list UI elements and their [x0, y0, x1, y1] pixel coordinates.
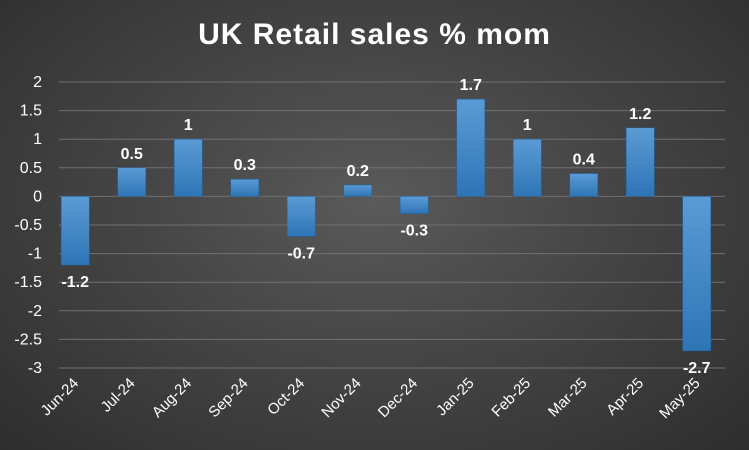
x-tick-label: Jul-24 — [98, 375, 139, 416]
x-axis: Jun-24 Jul-24 Aug-24 Sep-24 Oct-24 Nov-24 Dec-… — [38, 375, 704, 422]
y-axis: 2 1.5 1 0.5 0 -0.5 -1 -1.5 -2 -2.5 -3 — [14, 74, 42, 377]
bar — [230, 178, 260, 197]
y-tick-label: -2 — [28, 303, 42, 320]
x-tick-label: Mar-25 — [545, 375, 591, 421]
x-tick-label: Jun-24 — [38, 375, 82, 419]
data-label: 0.4 — [573, 152, 595, 169]
bar — [625, 127, 655, 197]
x-tick-label: Aug-24 — [149, 375, 195, 421]
data-label: 0.3 — [234, 157, 256, 174]
x-tick-label: Nov-24 — [318, 375, 364, 421]
bar — [512, 138, 542, 197]
bar — [456, 98, 486, 197]
gridlines — [59, 81, 725, 369]
x-tick-label: Jan-25 — [433, 375, 477, 419]
y-tick-label: -0.5 — [14, 217, 42, 234]
bar — [117, 167, 147, 197]
y-tick-label: 0 — [33, 188, 42, 205]
bar — [343, 184, 373, 197]
data-label: -0.7 — [287, 245, 315, 262]
data-label: -1.2 — [61, 274, 89, 291]
data-label: 0.2 — [347, 163, 369, 180]
y-tick-label: -1 — [28, 246, 42, 263]
data-label: 1 — [523, 117, 532, 134]
data-label: 1 — [184, 117, 193, 134]
bar — [60, 196, 90, 266]
bar — [569, 173, 599, 197]
x-tick-label: Oct-24 — [264, 375, 308, 419]
bar — [682, 196, 712, 352]
x-tick-label: Apr-25 — [603, 375, 647, 419]
data-label: -0.3 — [400, 223, 428, 240]
x-tick-label: Sep-24 — [205, 375, 251, 421]
data-label: 1.2 — [629, 106, 651, 123]
y-tick-label: 2 — [33, 74, 42, 91]
bar — [286, 196, 316, 237]
x-tick-label: Dec-24 — [375, 375, 421, 421]
y-tick-label: 0.5 — [20, 160, 42, 177]
y-tick-label: 1.5 — [20, 103, 42, 120]
y-tick-label: -2.5 — [14, 331, 42, 348]
data-labels: -1.2 0.5 1 0.3 -0.7 0.2 -0.3 1.7 1 0.4 1.2 -2.7 — [61, 77, 710, 377]
x-tick-label: May-25 — [656, 375, 703, 422]
y-tick-label: -1.5 — [14, 274, 42, 291]
data-label: 1.7 — [460, 77, 482, 94]
bar — [173, 138, 203, 197]
y-tick-label: 1 — [33, 131, 42, 148]
data-label: -2.7 — [683, 360, 711, 377]
data-label: 0.5 — [121, 146, 143, 163]
x-tick-label: Feb-25 — [488, 375, 534, 421]
bar — [399, 196, 429, 214]
bars — [60, 98, 712, 352]
y-tick-label: -3 — [28, 360, 42, 377]
chart-title: UK Retail sales % mom — [198, 18, 551, 51]
